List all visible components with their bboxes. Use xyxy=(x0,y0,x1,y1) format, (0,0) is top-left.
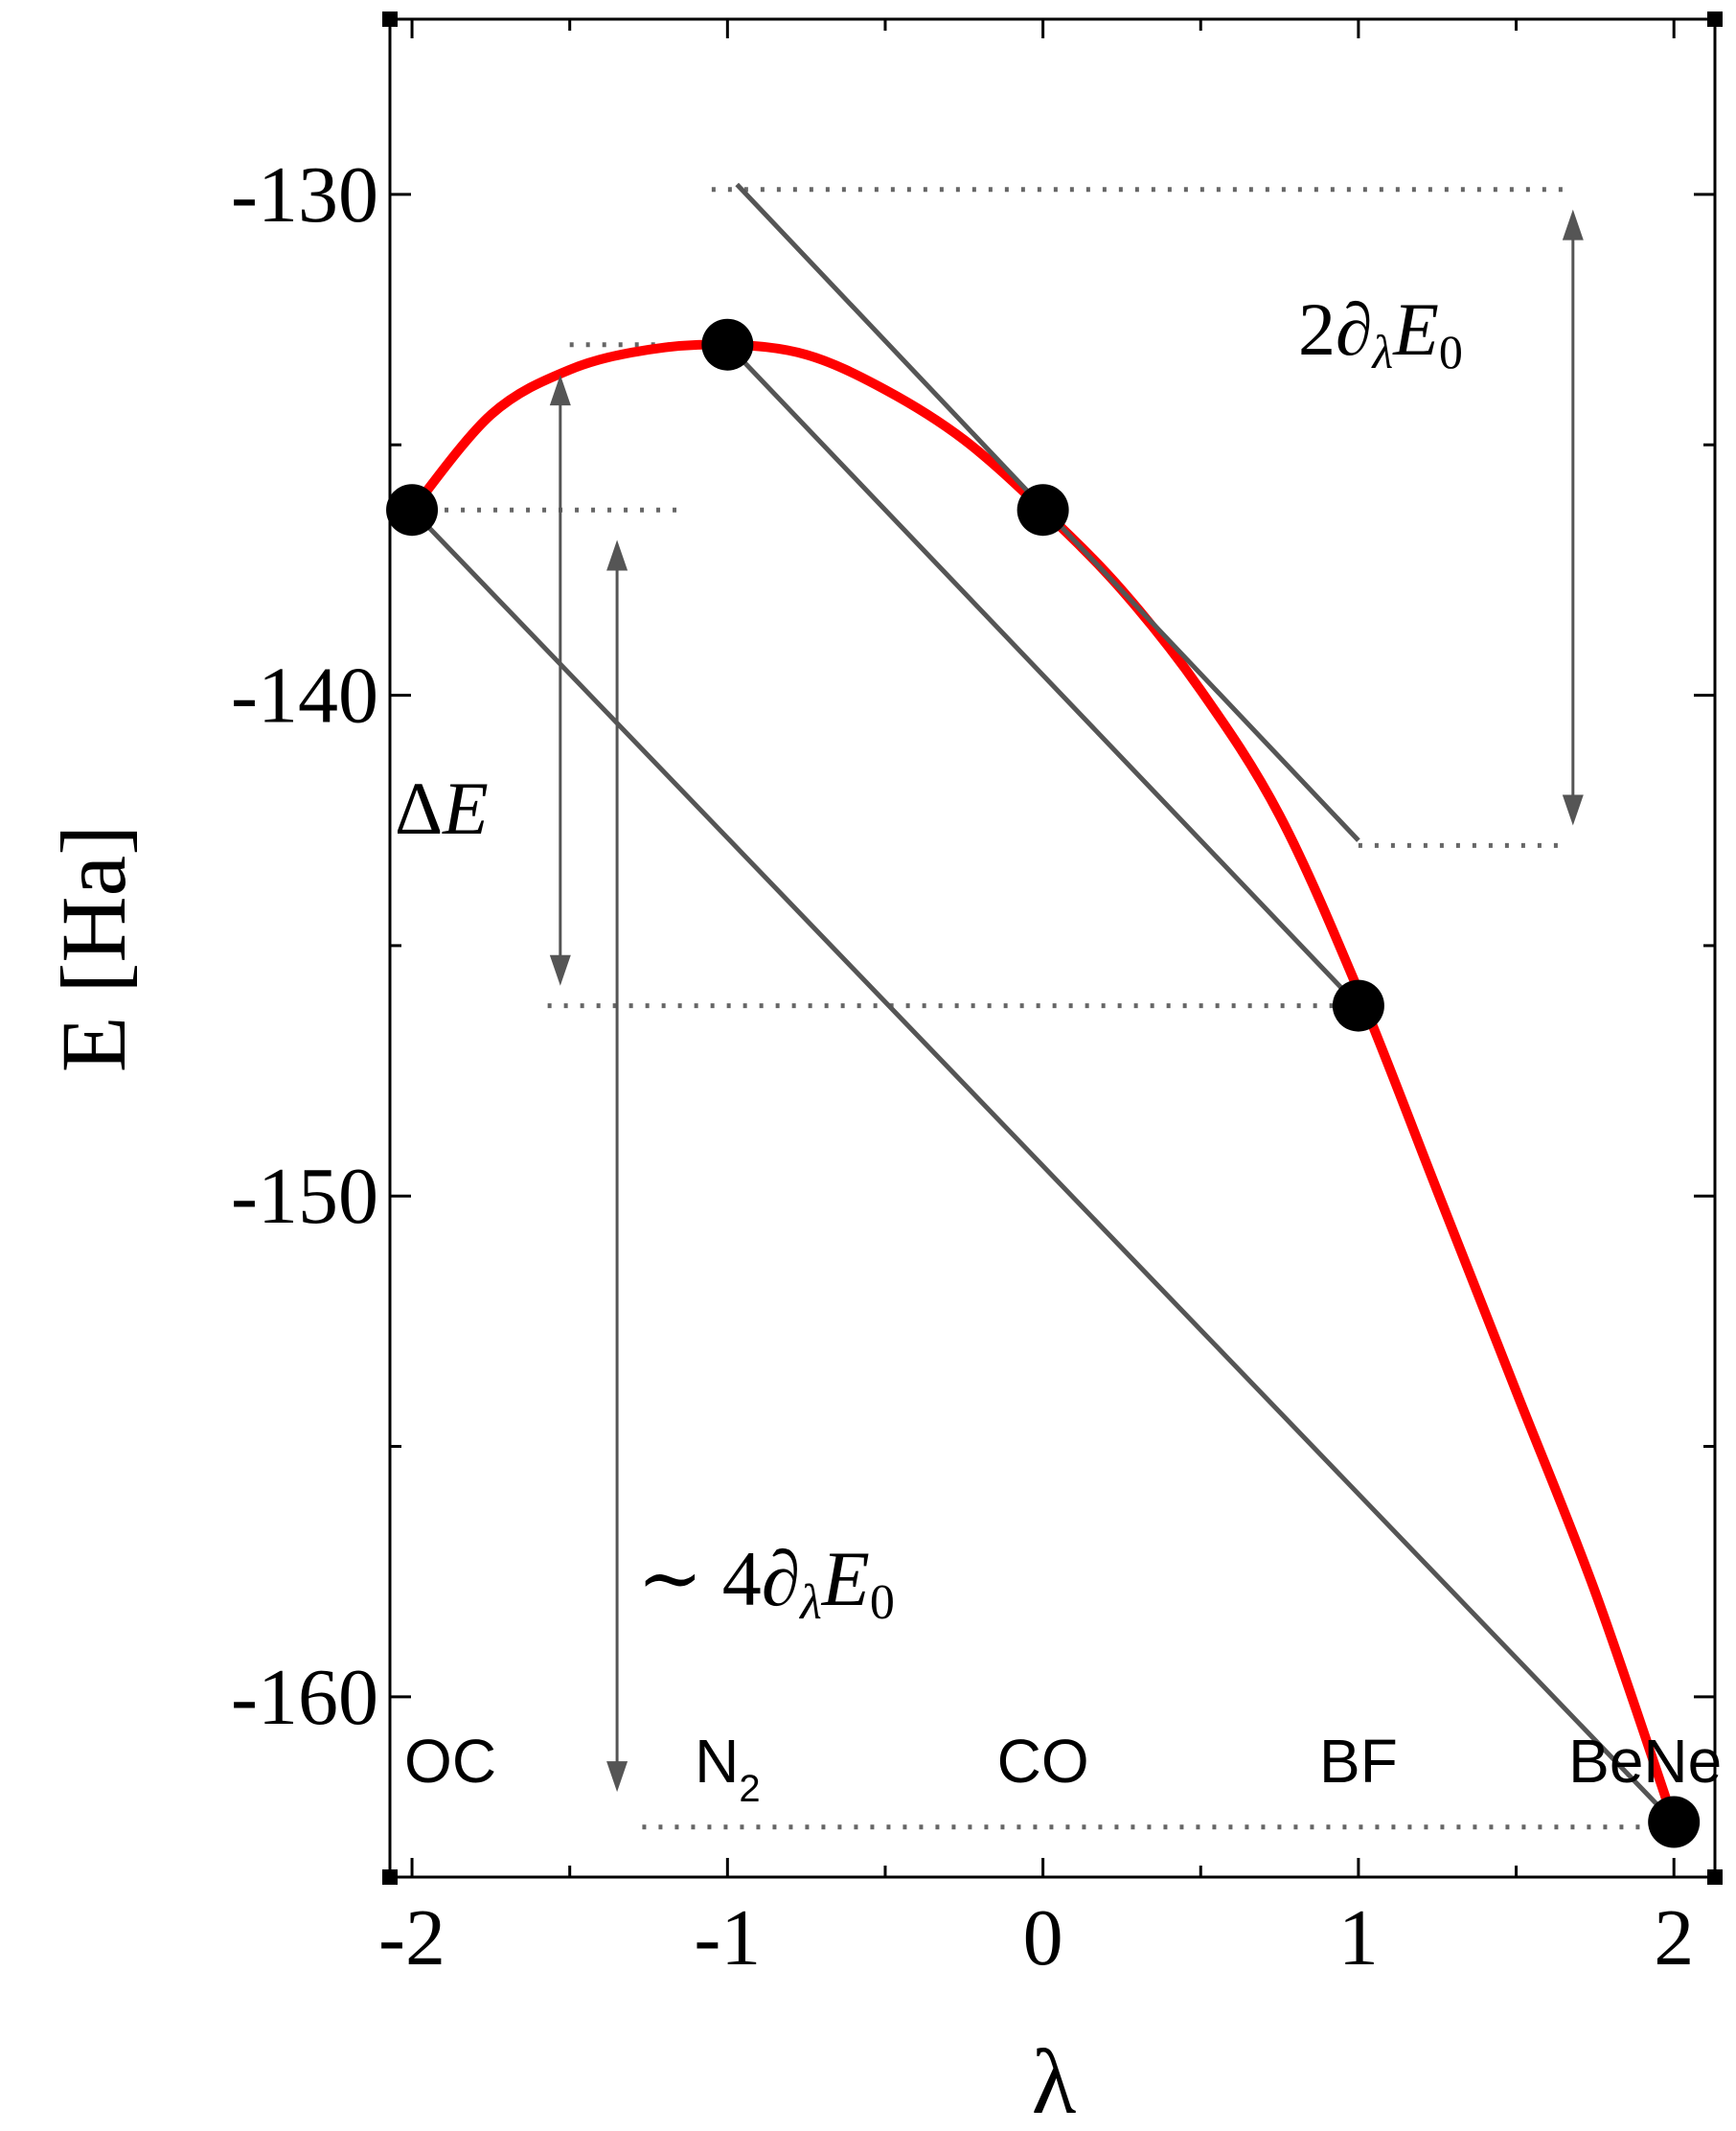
slope-lines xyxy=(410,182,1676,1824)
annotation-var4: E xyxy=(821,1535,870,1622)
annotation-sub: λ xyxy=(1371,325,1394,378)
annotation-coef4: 4 xyxy=(722,1535,762,1622)
point-label: N2 xyxy=(695,1727,760,1810)
annotation-partial4: ∂ xyxy=(762,1535,801,1622)
plot-frame xyxy=(388,17,1717,1879)
annotation-delta: Δ xyxy=(395,767,443,850)
ticks xyxy=(382,11,1723,1885)
frame-corner xyxy=(382,1869,398,1885)
dotted-guides xyxy=(412,187,1675,1830)
arrow-head-up xyxy=(1562,209,1584,241)
y-tick-label: -130 xyxy=(231,150,378,240)
arrow-head-up xyxy=(549,375,571,406)
frame-corner xyxy=(1707,11,1723,27)
arrows xyxy=(549,209,1584,1793)
tick-labels: -2 -1 0 1 2 -130 -140 -150 -160 OC N2 CO BF BeNe xyxy=(231,150,1722,1982)
annotation-var: E xyxy=(1392,287,1439,371)
point-label: CO xyxy=(997,1727,1089,1796)
slope-line xyxy=(410,508,1676,1824)
y-tick-label: -140 xyxy=(231,652,378,741)
annotation-partial: ∂ xyxy=(1336,287,1373,371)
point-label: BeNe xyxy=(1568,1727,1722,1796)
y-axis-label: E [Ha] xyxy=(42,825,145,1073)
data-point xyxy=(1648,1796,1701,1848)
data-point xyxy=(386,484,439,537)
point-label: OC xyxy=(404,1727,496,1796)
y-tick-label: -150 xyxy=(231,1152,378,1241)
x-tick-label: 1 xyxy=(1338,1893,1379,1982)
data-point xyxy=(1332,979,1384,1032)
y-tick-label: -160 xyxy=(231,1653,378,1742)
annotation-delta-E: ΔE xyxy=(395,767,489,850)
arrow-head-up xyxy=(606,539,628,571)
x-tick-label: -2 xyxy=(378,1893,445,1982)
annotation-tilde: ∼ xyxy=(637,1535,703,1622)
data-point xyxy=(1016,484,1069,537)
x-tick-label: -1 xyxy=(694,1893,761,1982)
arrow-head-down xyxy=(549,954,571,986)
energy-curve xyxy=(408,339,1679,1824)
arrow-head-down xyxy=(606,1761,628,1793)
x-tick-label: 2 xyxy=(1654,1893,1694,1982)
annotation-delta-var: E xyxy=(442,767,489,850)
data-points xyxy=(386,318,1701,1848)
annotation-2-dlambda-E0: 2∂λE0 xyxy=(1298,287,1463,378)
slope-line xyxy=(725,342,1360,1008)
point-label: BF xyxy=(1319,1727,1398,1796)
x-tick-label: 0 xyxy=(1023,1893,1063,1982)
frame-corner xyxy=(382,11,398,27)
x-axis-label: λ xyxy=(1032,2030,1077,2131)
annotation-coef: 2 xyxy=(1298,287,1336,371)
energy-curve-path xyxy=(408,339,1679,1824)
annotation-var-sub4: 0 xyxy=(870,1575,895,1630)
frame-corner xyxy=(1707,1869,1723,1885)
data-point xyxy=(701,318,754,371)
point-label-sub: 2 xyxy=(739,1768,760,1810)
annotation-4-dlambda-E0: ∼ 4∂λE0 xyxy=(637,1535,895,1630)
arrow-head-down xyxy=(1562,794,1584,826)
annotation-var-sub: 0 xyxy=(1439,325,1463,378)
annotation-sub4: λ xyxy=(798,1575,822,1630)
